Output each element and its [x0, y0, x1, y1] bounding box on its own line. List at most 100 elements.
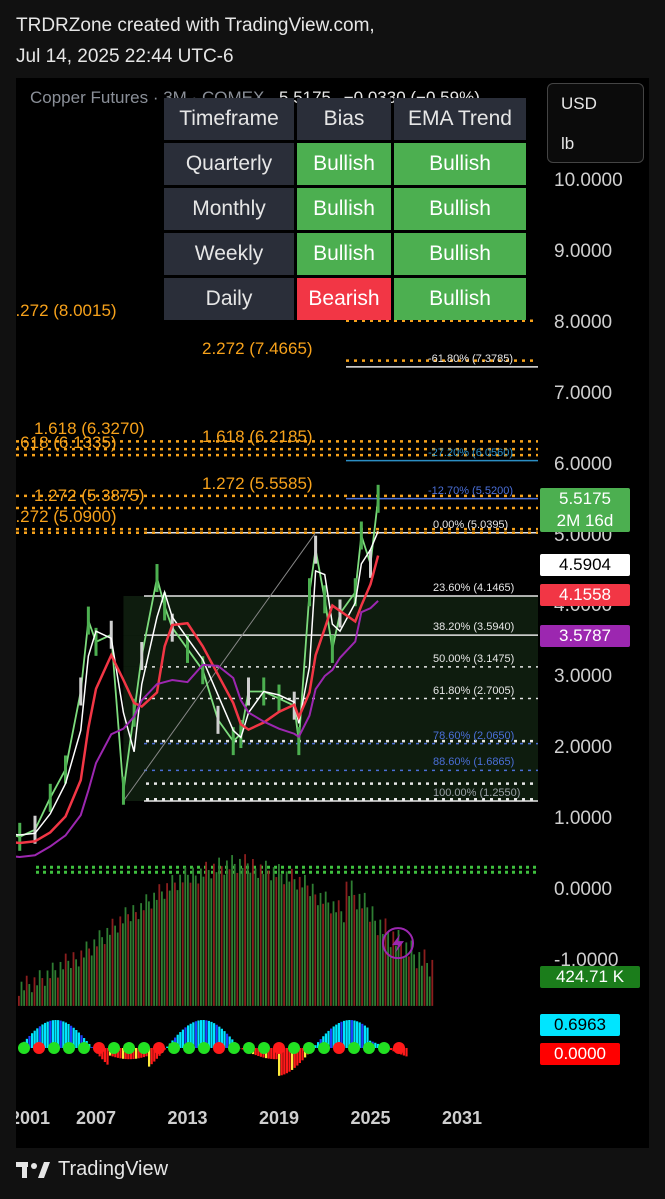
oscillator-bar: [77, 1032, 80, 1048]
candle: [121, 776, 125, 805]
volume-bar: [415, 968, 418, 1006]
volume-bar: [83, 957, 85, 1006]
volume-bar: [44, 985, 46, 1006]
volume-bar: [192, 867, 194, 1006]
volume-bar: [57, 977, 59, 1006]
candle: [376, 484, 380, 513]
volume-bar: [158, 884, 161, 1006]
volume-bar: [64, 953, 67, 1006]
currency-unit-selector[interactable]: USD lb: [547, 83, 644, 163]
oscillator-bar: [70, 1025, 73, 1048]
candle: [163, 592, 167, 621]
y-tick-label: 1.0000: [554, 808, 613, 830]
volume-bar: [285, 871, 288, 1006]
header-timeframe: Timeframe: [164, 98, 294, 140]
oscillator-bar: [103, 1048, 106, 1063]
author-line: TRDRZone created with TradingView.com,: [16, 15, 375, 36]
oscillator-bar: [62, 1021, 65, 1048]
volume-bar: [166, 883, 168, 1006]
volume-bar: [239, 858, 241, 1006]
x-tick-label: 2031: [441, 1108, 483, 1128]
fib-label: 0.00% (5.0395): [433, 518, 509, 531]
row-timeframe: Weekly: [164, 233, 294, 275]
volume-bar: [288, 881, 291, 1006]
oscillator-bar: [270, 1048, 273, 1059]
oscillator-dot: [378, 1042, 390, 1054]
volume-bar: [155, 899, 158, 1006]
extension-label: 1.272 (5.0900): [16, 507, 117, 527]
oscillator-bar: [192, 1022, 195, 1048]
y-tick-label: -1.0000: [554, 949, 619, 971]
oscillator-bar: [184, 1027, 187, 1048]
currency-label[interactable]: USD: [561, 94, 597, 113]
volume-bar: [148, 901, 150, 1006]
oscillator-bar: [332, 1026, 335, 1048]
y-tick-label: 2.0000: [554, 737, 613, 759]
oscillator-bar: [90, 1047, 93, 1048]
unit-label[interactable]: lb: [561, 134, 575, 153]
oscillator-bar: [150, 1048, 153, 1065]
volume-bar: [311, 883, 314, 1006]
volume-bar: [254, 868, 257, 1006]
volume-bar: [402, 958, 405, 1006]
candle: [359, 521, 363, 550]
oscillator-bar: [197, 1020, 200, 1048]
oscillator-bar: [275, 1048, 278, 1060]
volume-bar: [236, 872, 239, 1006]
date-line: Jul 14, 2025 22:44 UTC-6: [16, 46, 234, 67]
candle: [140, 642, 144, 671]
volume-bar: [345, 881, 348, 1006]
fib-zone: [123, 698, 538, 744]
oscillator-bar: [44, 1022, 47, 1048]
volume-bar: [174, 882, 176, 1006]
y-tick-label: 9.0000: [554, 240, 613, 262]
candle: [239, 720, 243, 749]
ema-slow: [16, 600, 379, 859]
volume-bar: [343, 922, 345, 1006]
fib-label: 38.20% (3.5940): [433, 621, 515, 634]
volume-bar: [259, 864, 262, 1006]
extension-label: 1.272 (5.3875): [34, 486, 145, 506]
volume-bar: [46, 970, 49, 1006]
volume-bar: [98, 930, 101, 1006]
volume-bar: [376, 935, 379, 1006]
fib-zone: [123, 743, 538, 771]
oscillator-dot: [18, 1042, 30, 1054]
oscillator-bar: [210, 1021, 213, 1048]
oscillator-bar: [389, 1048, 392, 1051]
volume-bar: [119, 916, 122, 1006]
volume-bar: [23, 990, 25, 1006]
volume-bar: [226, 860, 228, 1006]
header-ema-trend: EMA Trend: [394, 98, 526, 140]
oscillator-bar: [335, 1024, 338, 1048]
candle: [201, 656, 205, 685]
candle: [353, 578, 357, 607]
volume-bar: [408, 956, 410, 1006]
volume-bar: [85, 941, 88, 1006]
volume-bar: [103, 944, 106, 1006]
volume-bar: [249, 872, 252, 1006]
volume-bar: [395, 945, 397, 1006]
oscillator-bar: [179, 1032, 182, 1048]
oscillator-dot: [33, 1042, 45, 1054]
y-tick-label: 3.0000: [554, 666, 613, 688]
oscillator-bar: [363, 1025, 366, 1048]
volume-bar: [324, 891, 327, 1006]
price-chart[interactable]: [16, 78, 649, 1148]
volume-bar: [220, 866, 223, 1006]
volume-bar: [309, 896, 311, 1006]
volume-bar: [114, 925, 116, 1006]
volume-bar: [418, 952, 421, 1006]
candle: [277, 684, 281, 713]
volume-bar: [20, 981, 23, 1006]
row-bias: Bullish: [297, 233, 391, 275]
lightning-icon[interactable]: [382, 927, 414, 960]
row-ema: Bullish: [394, 143, 526, 185]
candle: [314, 535, 318, 564]
x-tick-label: 2007: [75, 1108, 117, 1128]
extension-label: 1.618 (6.3270): [34, 419, 145, 439]
oscillator-bar: [272, 1048, 275, 1060]
chart-panel[interactable]: Copper Futures · 3M · COMEX 5.5175 −0.03…: [16, 78, 649, 1148]
volume-bar: [291, 868, 293, 1006]
volume-bar: [127, 914, 129, 1006]
